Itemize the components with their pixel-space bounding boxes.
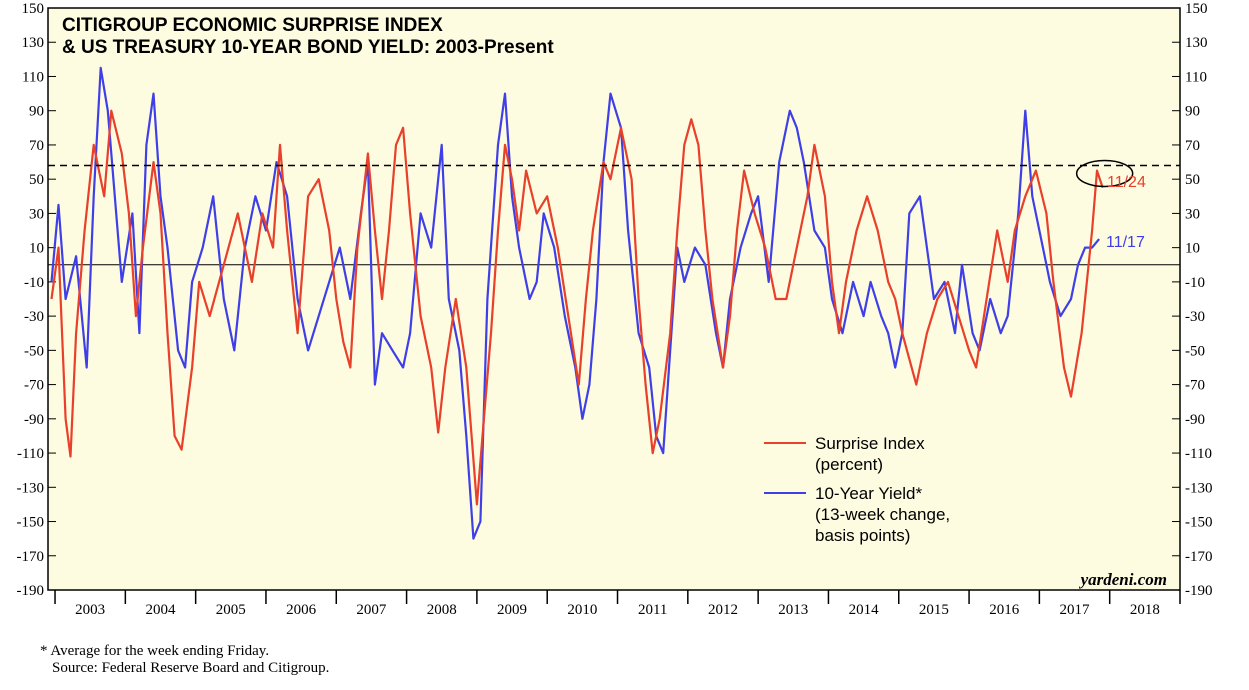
legend-yield-sub: (13-week change, <box>815 505 950 524</box>
y-tick-label-right: -30 <box>1185 309 1205 325</box>
y-tick-label-left: -50 <box>24 343 44 359</box>
x-tick-label: 2018 <box>1130 602 1160 618</box>
y-tick-label-left: -70 <box>24 378 44 394</box>
y-tick-label-right: 50 <box>1185 172 1200 188</box>
y-tick-label-right: -190 <box>1185 583 1213 599</box>
y-tick-label-left: -30 <box>24 309 44 325</box>
x-tick-label: 2009 <box>497 602 527 618</box>
legend-surprise-label: Surprise Index <box>815 434 925 453</box>
y-tick-label-right: 130 <box>1185 35 1208 51</box>
y-tick-label-left: -90 <box>24 412 44 428</box>
x-tick-label: 2015 <box>919 602 949 618</box>
x-axis: 2003 2004 2005 2006 2007 2008 2009 2010 2011 2012… <box>54 590 1181 618</box>
y-tick-label-left: 70 <box>29 138 44 154</box>
watermark: yardeni.com <box>1079 570 1167 589</box>
x-tick-label: 2016 <box>989 602 1020 618</box>
x-tick-label: 2006 <box>286 602 317 618</box>
legend-surprise-sub: (percent) <box>815 455 883 474</box>
x-tick-label: 2014 <box>849 602 880 618</box>
y-tick-label-right: -70 <box>1185 378 1205 394</box>
y-tick-label-left: 90 <box>29 104 44 120</box>
y-tick-label-right: -170 <box>1185 549 1213 565</box>
legend: Surprise Index (percent) 10-Year Yield* … <box>764 434 950 545</box>
y-tick-label-right: -110 <box>1185 446 1212 462</box>
footnote-line-1: * Average for the week ending Friday. <box>40 643 270 659</box>
x-tick-label: 2011 <box>638 602 667 618</box>
x-tick-label: 2005 <box>216 602 246 618</box>
footnote-line-2: Source: Federal Reserve Board and Citigr… <box>52 660 330 676</box>
y-tick-label-left: 50 <box>29 172 44 188</box>
y-tick-label-left: -130 <box>17 480 45 496</box>
y-tick-label-left: 110 <box>22 69 44 85</box>
y-tick-label-right: 30 <box>1185 206 1200 222</box>
chart: 150 130 110 90 70 50 30 10 -10 -30 -50 -70 -90 -110 -1… <box>17 1 1213 618</box>
x-tick-label: 2004 <box>145 602 176 618</box>
y-tick-label-left: 150 <box>22 1 45 17</box>
y-tick-label-right: 10 <box>1185 241 1200 257</box>
x-tick-label: 2003 <box>75 602 105 618</box>
chart-title: CITIGROUP ECONOMIC SURPRISE INDEX <box>62 15 443 36</box>
y-tick-label-left: 130 <box>22 35 45 51</box>
y-tick-label-right: -10 <box>1185 275 1205 291</box>
x-tick-label: 2007 <box>356 602 387 618</box>
y-tick-label-right: -90 <box>1185 412 1205 428</box>
series-layer <box>50 66 1104 540</box>
legend-yield-label: 10-Year Yield* <box>815 484 923 503</box>
y-tick-label-right: 70 <box>1185 138 1200 154</box>
y-tick-label-left: -150 <box>17 515 45 531</box>
y-tick-label-right: -130 <box>1185 480 1213 496</box>
y-tick-label-right: 110 <box>1185 69 1207 85</box>
y-tick-label-right: 150 <box>1185 1 1208 17</box>
yield-end-label: 11/17 <box>1106 234 1145 251</box>
x-tick-label: 2010 <box>567 602 597 618</box>
y-tick-label-right: 90 <box>1185 104 1200 120</box>
series-line-10-year-yield <box>50 66 1100 540</box>
x-tick-label: 2017 <box>1060 602 1091 618</box>
y-tick-label-left: -10 <box>24 275 44 291</box>
highlight-ellipse <box>1075 159 1134 188</box>
x-tick-label: 2012 <box>708 602 738 618</box>
y-tick-label-left: 30 <box>29 206 44 222</box>
y-tick-label-right: -150 <box>1185 515 1213 531</box>
y-tick-label-left: -110 <box>17 446 44 462</box>
chart-subtitle: & US TREASURY 10-YEAR BOND YIELD: 2003-P… <box>62 37 554 58</box>
y-tick-label-left: -190 <box>17 583 45 599</box>
surprise-end-label: 11/24 <box>1107 174 1146 191</box>
x-tick-label: 2013 <box>778 602 808 618</box>
y-tick-label-left: -170 <box>17 549 45 565</box>
x-tick-label: 2008 <box>427 602 457 618</box>
legend-yield-sub2: basis points) <box>815 526 910 545</box>
y-axis-right: 150 130 110 90 70 50 30 10 -10 -30 -50 -70 -90 -110 -1… <box>1172 1 1213 599</box>
y-axis-left: 150 130 110 90 70 50 30 10 -10 -30 -50 -70 -90 -110 -1… <box>17 1 56 599</box>
y-tick-label-left: 10 <box>29 241 44 257</box>
series-line-surprise-index <box>50 109 1104 506</box>
y-tick-label-right: -50 <box>1185 343 1205 359</box>
